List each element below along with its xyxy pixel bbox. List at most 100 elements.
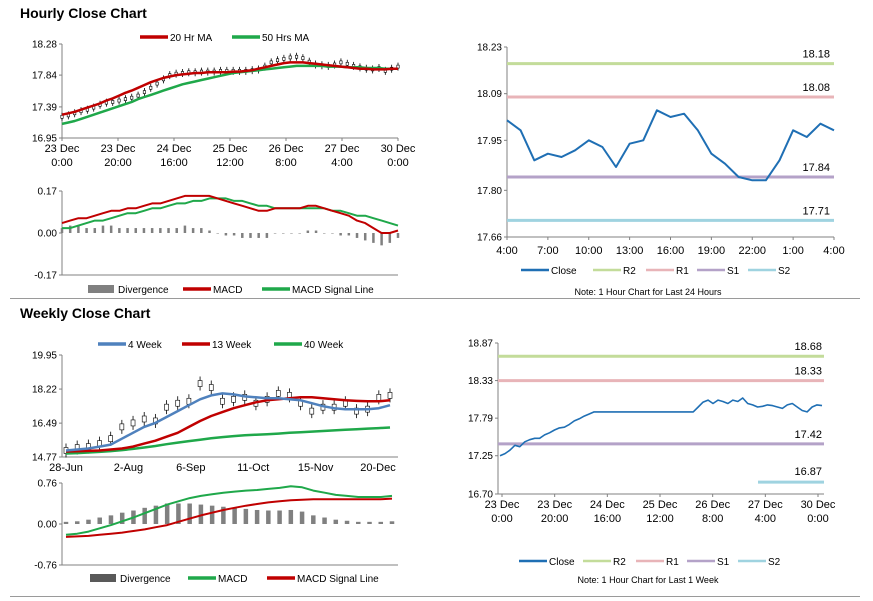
- weekly-macd-divergence-bar: [187, 503, 192, 524]
- hourly-price-y-tick-label: 17.39: [32, 102, 57, 113]
- weekly-macd-y-tick-label: -0.76: [34, 561, 57, 572]
- hourly-macd-divergence-bar: [241, 233, 244, 238]
- weekly-price-y-tick-label: 16.49: [32, 419, 57, 430]
- hourly-price-x-tick-label-time: 16:00: [160, 157, 188, 169]
- hourly-price-candle-body: [136, 93, 140, 98]
- weekly-macd-divergence-bar: [63, 521, 69, 524]
- weekly-macd-divergence-bar: [97, 517, 102, 524]
- hourly-close-x-tick-label: 16:00: [657, 245, 685, 257]
- hourly-close-legend-r1-label: R1: [676, 266, 689, 277]
- hourly-macd-divergence-bar: [273, 233, 277, 234]
- weekly-macd-divergence-bar: [367, 521, 372, 524]
- hourly-close-x-tick-label: 7:00: [537, 245, 558, 257]
- weekly-price-candle-body: [108, 435, 113, 442]
- hourly-macd-divergence-bar: [265, 233, 269, 238]
- weekly-close-x-tick-label-date: 27 Dec: [748, 499, 783, 511]
- weekly-price-candle-body: [119, 423, 125, 431]
- hourly-close-y-tick-label: 18.09: [477, 89, 502, 100]
- hourly-macd-divergence-bar: [331, 233, 334, 234]
- weekly-macd-legend-macd-label: MACD: [218, 574, 247, 585]
- weekly-macd-divergence-bar: [277, 510, 282, 524]
- weekly-price-candle-body: [175, 399, 181, 407]
- hourly-macd-divergence-bar: [77, 225, 80, 233]
- hourly-price-x-tick-label-time: 0:00: [387, 157, 408, 169]
- hourly-macd-divergence-bar: [167, 228, 170, 233]
- weekly-macd-legend-signal-label: MACD Signal Line: [297, 574, 379, 585]
- hourly-macd-divergence-bar: [85, 228, 88, 233]
- weekly-close-y-tick-label: 17.25: [468, 451, 493, 462]
- weekly-macd-divergence-bar: [198, 504, 204, 524]
- weekly-close-x-tick-label-time: 20:00: [541, 513, 569, 525]
- weekly-price-x-tick-label: 15-Nov: [298, 462, 334, 474]
- weekly-price-candle-body: [309, 407, 315, 415]
- hourly-level-r2-label: 18.18: [802, 49, 830, 61]
- hourly-close-note: Note: 1 Hour Chart for Last 24 Hours: [574, 287, 722, 297]
- weekly-price-x-tick-label: 28-Jun: [49, 462, 83, 474]
- weekly-macd-divergence-bar: [333, 519, 339, 524]
- weekly-macd-divergence-bar: [176, 503, 181, 524]
- weekly-close-x-tick-label-date: 23 Dec: [537, 499, 572, 511]
- hourly-macd-divergence-bar: [306, 230, 310, 233]
- weekly-level-s2-label: 16.87: [794, 466, 822, 478]
- hourly-close-x-tick-label: 1:00: [782, 245, 803, 257]
- weekly-close-y-tick-label: 18.33: [468, 376, 493, 387]
- hourly-level-s1-label: 17.84: [802, 162, 830, 174]
- weekly-close-x-tick-label-time: 0:00: [491, 513, 512, 525]
- hourly-price-candle-body: [276, 58, 280, 63]
- weekly-macd-divergence-bar: [209, 505, 215, 524]
- hourly-price-candle-body: [288, 55, 292, 60]
- hourly-macd-signal-line: [62, 197, 399, 230]
- hourly-close-legend-r2-label: R2: [623, 266, 636, 277]
- hourly-macd-divergence-bar: [249, 233, 252, 238]
- weekly-macd-divergence-bar: [243, 508, 249, 524]
- hourly-macd-y-tick-label: 0.17: [38, 187, 58, 198]
- weekly-macd-divergence-bar: [86, 519, 91, 524]
- hourly-price-candle-body: [111, 100, 115, 104]
- hourly-price-x-tick-label-date: 26 Dec: [269, 143, 304, 155]
- weekly-price-candle-body: [275, 390, 281, 397]
- weekly-price-candle-body: [208, 384, 214, 391]
- hourly-macd-divergence-bar: [224, 233, 228, 236]
- hourly-price-x-tick-label-time: 12:00: [216, 157, 244, 169]
- weekly-price-candle-body: [387, 392, 393, 399]
- hourly-ma20-line: [61, 61, 398, 116]
- hourly-price-x-tick-label-time: 20:00: [104, 157, 132, 169]
- hourly-macd-legend-divergence-swatch: [88, 285, 114, 293]
- hourly-macd-divergence-bar: [298, 233, 301, 234]
- weekly-40wk-line: [65, 426, 391, 455]
- hourly-close-x-tick-label: 4:00: [823, 245, 844, 257]
- hourly-price-x-tick-label-time: 4:00: [331, 157, 352, 169]
- hourly-close-x-tick-label: 4:00: [496, 245, 517, 257]
- weekly-macd-divergence-bar: [254, 509, 260, 524]
- weekly-macd-divergence-bar: [322, 517, 327, 524]
- weekly-macd-y-tick-label: 0.00: [38, 520, 58, 531]
- hourly-price-y-tick-label: 18.28: [32, 40, 57, 51]
- hourly-macd-divergence-bar: [134, 228, 138, 233]
- weekly-legend-40wk-label: 40 Week: [304, 340, 344, 351]
- weekly-level-r2-label: 18.68: [794, 341, 822, 353]
- hourly-price-x-tick-label-time: 0:00: [51, 157, 72, 169]
- hourly-macd-divergence-bar: [159, 228, 162, 233]
- hourly-macd-divergence-bar: [68, 225, 72, 233]
- hourly-close-y-tick-label: 18.23: [477, 43, 502, 54]
- weekly-13wk-line: [65, 396, 391, 453]
- hourly-level-s2-label: 17.71: [802, 205, 830, 217]
- weekly-macd-divergence-bar: [344, 520, 350, 524]
- hourly-price-candle-body: [142, 90, 146, 94]
- weekly-macd-divergence-bar: [119, 512, 125, 524]
- weekly-price-candle-body: [141, 415, 147, 423]
- weekly-macd-divergence-bar: [311, 515, 316, 524]
- weekly-macd-divergence-bar: [153, 505, 159, 524]
- weekly-close-x-tick-label-time: 12:00: [646, 513, 674, 525]
- weekly-level-r1-label: 18.33: [794, 366, 822, 378]
- weekly-price-candle-body: [197, 380, 203, 387]
- hourly-macd-divergence-bar: [216, 233, 219, 234]
- hourly-macd-divergence-bar: [232, 233, 236, 236]
- hourly-macd-divergence-bar: [355, 233, 359, 238]
- hourly-price-candle-body: [345, 61, 349, 66]
- hourly-macd-y-tick-label: 0.00: [38, 229, 58, 240]
- section-divider: [10, 298, 860, 299]
- weekly-macd-divergence-bar: [164, 503, 170, 524]
- hourly-macd-divergence-bar: [183, 225, 187, 233]
